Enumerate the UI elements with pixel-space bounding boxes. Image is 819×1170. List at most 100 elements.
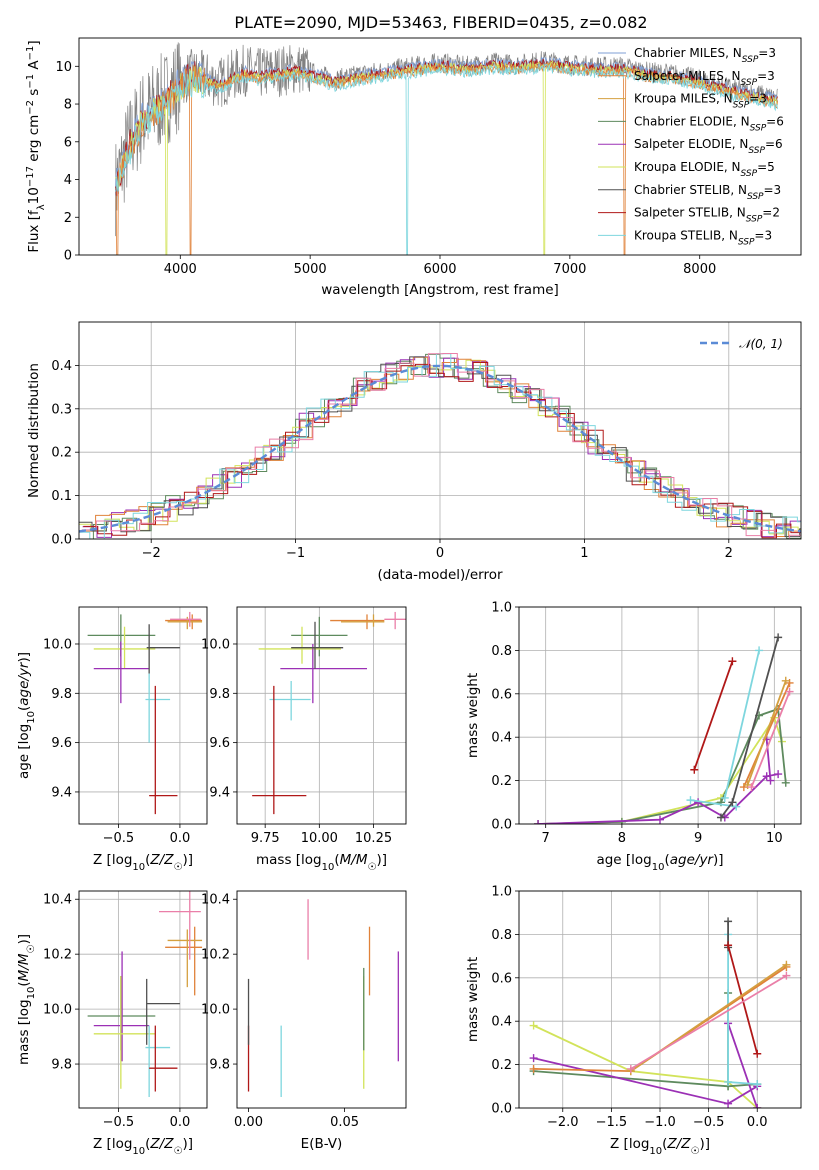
axes-frame bbox=[78, 890, 208, 1109]
y-tick-label: 0.2 bbox=[491, 1058, 512, 1073]
weight-line bbox=[750, 691, 791, 788]
label-part: age [log bbox=[16, 724, 32, 779]
x-tick-label: 7000 bbox=[553, 262, 586, 277]
y-tick-label: 0.6 bbox=[491, 687, 512, 702]
label-part: ] bbox=[26, 40, 42, 45]
legend-label: Kroupa ELODIE, NSSP=5 bbox=[634, 160, 775, 179]
weight-marker bbox=[755, 646, 764, 655]
label-part: mass [log bbox=[256, 852, 322, 868]
spectrum-lines bbox=[115, 42, 778, 255]
legend-label-name: Kroupa MILES, N bbox=[634, 92, 733, 106]
legend-label-sub: SSP bbox=[733, 101, 750, 111]
y-tick-label: 9.4 bbox=[209, 785, 230, 800]
weight-marker bbox=[724, 917, 733, 926]
label-part: )] bbox=[16, 652, 32, 663]
label-part: −17 bbox=[25, 166, 36, 187]
x-axis-label: (data-model)/error bbox=[377, 567, 503, 583]
label-part: ( bbox=[662, 1136, 667, 1152]
label-part: s bbox=[26, 89, 42, 100]
error-bars bbox=[87, 611, 203, 815]
legend-label: Kroupa MILES, NSSP=3 bbox=[634, 92, 767, 111]
x-tick-label: −1 bbox=[286, 546, 305, 561]
x-tick-label: 0.05 bbox=[330, 1115, 359, 1130]
y-tick-label: 10.0 bbox=[201, 637, 230, 652]
label-part: ( bbox=[664, 852, 669, 868]
y-tick-label: 0.3 bbox=[51, 402, 72, 417]
figure-title: PLATE=2090, MJD=53463, FIBERID=0435, z=0… bbox=[234, 13, 647, 32]
label-part: 10 bbox=[322, 862, 335, 873]
weight-marker bbox=[529, 1064, 538, 1073]
x-axis-label: wavelength [Angstrom, rest frame] bbox=[321, 282, 559, 298]
weight-marker bbox=[781, 778, 790, 787]
y-tick-label: 10.2 bbox=[43, 948, 72, 963]
x-tick-label: −0.5 bbox=[693, 1115, 725, 1130]
label-part: ( bbox=[16, 706, 32, 711]
x-tick-label: 10.00 bbox=[301, 831, 338, 846]
label-part: )] bbox=[182, 1136, 193, 1152]
model-spectrum-salpeter-miles bbox=[115, 62, 778, 255]
label-part: ( bbox=[145, 1136, 150, 1152]
label-part: ☉ bbox=[173, 862, 182, 873]
age-vs-mass-panel: 9.75 10.00 10.25 9.4 9.6 9.8 10.0 mass [log10(M… bbox=[201, 606, 407, 873]
weight-marker bbox=[753, 1049, 762, 1058]
legend-label-sub: SSP bbox=[742, 55, 759, 65]
y-tick-label: 1.0 bbox=[491, 885, 512, 900]
legend-label-sub: SSP bbox=[738, 237, 755, 247]
weight-marker bbox=[534, 820, 543, 824]
label-part: age [log bbox=[596, 852, 651, 868]
x-tick-label: 0.0 bbox=[747, 1115, 768, 1130]
weight-marker bbox=[529, 1021, 538, 1030]
x-axis-label: E(B-V) bbox=[301, 1136, 343, 1152]
x-tick-label: 0.0 bbox=[170, 831, 191, 846]
x-axis-label: mass [log10(M/M☉)] bbox=[256, 852, 387, 873]
y-tick-label: 0.4 bbox=[491, 731, 512, 746]
weight-line bbox=[630, 974, 787, 1070]
legend-label-tail: =3 bbox=[754, 228, 772, 242]
axes-frame bbox=[236, 606, 407, 825]
age-vs-metallicity-panel: −0.5 0.09.49.69.810.0Z [log10(Z/Z☉)]age [… bbox=[16, 606, 208, 873]
label-part: λ bbox=[36, 204, 47, 210]
legend-label-sub: SSP bbox=[741, 78, 758, 88]
legend-label-tail: =3 bbox=[758, 46, 776, 60]
weight-marker bbox=[724, 941, 733, 950]
label-part: ( bbox=[145, 852, 150, 868]
y-tick-label: 0.6 bbox=[491, 971, 512, 986]
x-tick-label: 5000 bbox=[294, 262, 327, 277]
legend-label: Kroupa STELIB, NSSP=3 bbox=[634, 228, 772, 247]
weight-marker bbox=[781, 676, 790, 685]
y-tick-label: 9.4 bbox=[51, 785, 72, 800]
axes-frame bbox=[78, 37, 802, 256]
x-tick-label: 8 bbox=[618, 831, 626, 846]
label-part: ☉ bbox=[690, 1146, 699, 1157]
weight-marker bbox=[529, 1054, 538, 1063]
weight-line bbox=[693, 661, 734, 771]
legend-label-name: Chabrier MILES, N bbox=[634, 46, 742, 60]
x-tick-label: 9.75 bbox=[251, 831, 280, 846]
legend-label: 𝒩(0, 1) bbox=[739, 337, 783, 351]
model-spectrum-kroupa-stelib bbox=[115, 62, 778, 255]
label-part: 10 bbox=[652, 862, 665, 873]
weight-marker bbox=[782, 960, 791, 969]
x-tick-label: 1 bbox=[580, 546, 588, 561]
histogram-legend: 𝒩(0, 1) bbox=[700, 337, 783, 351]
label-part: Flux [f bbox=[26, 209, 42, 253]
y-axis-label: mass [log10(M/M☉)] bbox=[16, 934, 37, 1065]
legend-label-sub: SSP bbox=[746, 215, 763, 225]
label-part: erg cm bbox=[26, 115, 42, 166]
weight-lines bbox=[529, 917, 791, 1108]
axes-frame bbox=[236, 890, 407, 1109]
x-tick-label: −1.5 bbox=[596, 1115, 628, 1130]
label-part: 10 bbox=[26, 711, 37, 724]
weight-marker bbox=[728, 657, 737, 666]
legend-label-tail: =3 bbox=[757, 69, 775, 83]
y-tick-label: 10.4 bbox=[43, 893, 72, 908]
y-tick-label: 1.0 bbox=[491, 601, 512, 616]
error-bars bbox=[252, 611, 406, 815]
spectrum-panel: 4000 5000 6000 7000 8000 0 2 4 6 8 10 Chabrier MILE… bbox=[25, 37, 802, 298]
y-tick-label: 9.8 bbox=[51, 687, 72, 702]
weight-marker bbox=[724, 1099, 733, 1108]
legend-label-name: Salpeter ELODIE, N bbox=[634, 137, 748, 151]
legend-label-tail: =5 bbox=[757, 160, 775, 174]
y-tick-label: 2 bbox=[64, 211, 72, 226]
label-part: )] bbox=[182, 852, 193, 868]
